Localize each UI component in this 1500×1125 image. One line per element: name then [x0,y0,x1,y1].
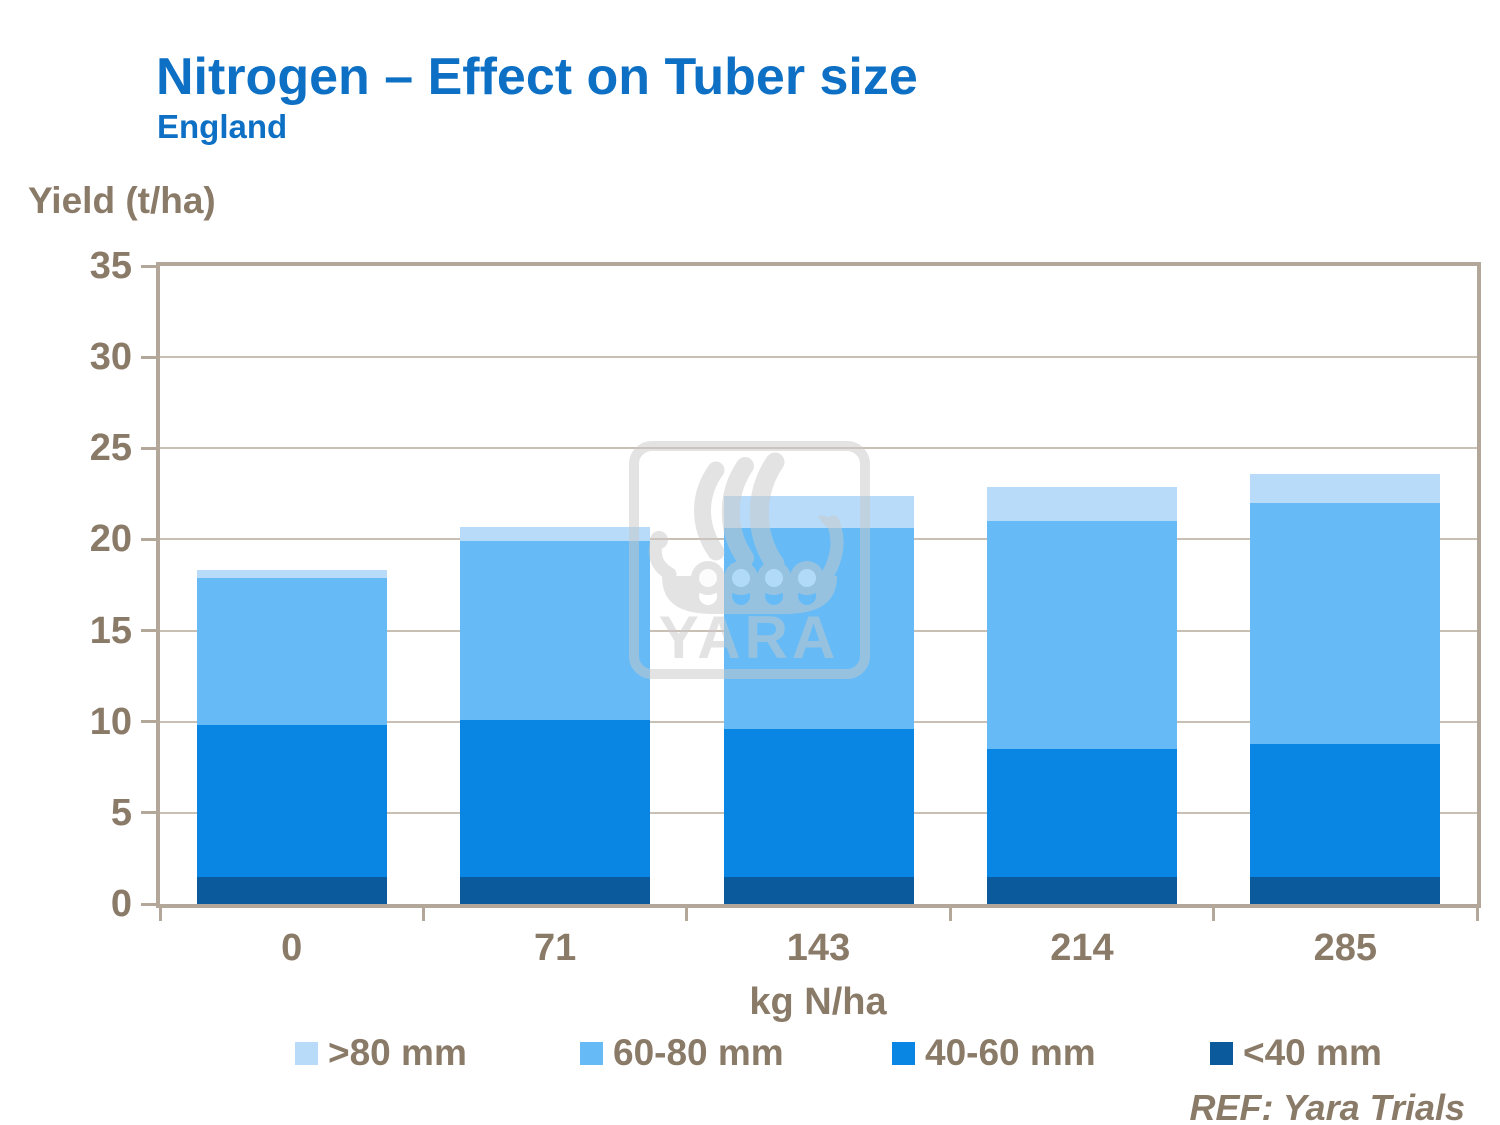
x-tick-label: 143 [786,927,851,969]
y-axis-tick [141,446,157,450]
bar-segment [196,577,387,726]
legend-label-gt80: >80 mm [328,1032,467,1073]
x-tick-label: 285 [1313,927,1377,969]
legend-swatch-40-60 [892,1041,915,1065]
page-subtitle: England [157,108,288,145]
bar-segment [460,526,651,542]
x-axis-tick [948,908,952,921]
bar-segment [986,486,1177,522]
bar-segment [1250,473,1441,503]
y-axis-tick [141,720,157,724]
bar-segment [986,749,1177,877]
legend-swatch-lt40 [1210,1041,1233,1065]
legend-item-lt40: <40 mm [1210,1032,1382,1073]
bar-segment [1250,502,1441,744]
bar-segment [460,876,651,904]
legend-label-40-60: 40-60 mm [925,1032,1096,1073]
y-axis-tick [141,355,157,359]
y-tick-label: 25 [89,427,132,470]
y-axis-tick [141,902,157,906]
y-tick-label: 10 [89,700,132,743]
x-axis-tick [158,908,162,921]
y-tick-label: 15 [89,609,132,652]
x-axis-title: kg N/ha [749,981,887,1023]
y-axis-tick [141,264,157,268]
y-axis-tick [141,629,157,633]
yara-watermark: YARA [629,441,870,679]
bar-segment [196,876,387,904]
bar-segment [986,876,1177,904]
bar-segment [460,719,651,877]
y-tick-label: 20 [89,518,132,561]
gridline [160,356,1477,359]
bar-segment [196,725,387,877]
x-tick-label: 214 [1050,927,1114,969]
bar-segment [723,528,914,729]
viking-ship-icon: YARA [629,441,870,679]
legend-swatch-60-80 [580,1041,603,1065]
reference-text: REF: Yara Trials [1189,1087,1465,1125]
legend-item-40-60: 40-60 mm [892,1032,1096,1073]
yara-watermark-text: YARA [659,604,840,671]
bar-segment [196,570,387,578]
x-axis-tick [1475,908,1479,921]
y-tick-label: 30 [89,336,132,379]
x-axis-tick [1212,908,1216,921]
y-tick-label: 35 [89,245,132,287]
plot-border [156,262,1481,908]
y-axis-title: Yield (t/ha) [28,180,216,221]
bar-segment [723,876,914,904]
page-title: Nitrogen – Effect on Tuber size [156,48,918,106]
bar-segment [723,729,914,877]
x-tick-label: 0 [281,927,303,969]
bar-segment [986,521,1177,750]
legend-item-60-80: 60-80 mm [580,1032,784,1073]
x-axis-tick [421,908,425,921]
x-tick-label: 71 [533,927,577,969]
y-axis-tick [141,811,157,815]
legend-label-60-80: 60-80 mm [613,1032,784,1073]
legend-item-gt80: >80 mm [295,1032,467,1073]
y-tick-label: 5 [110,791,132,834]
legend-swatch-gt80 [295,1041,318,1065]
bar-segment [460,541,651,720]
y-axis-tick [141,537,157,541]
bar-segment [1250,743,1441,877]
legend-label-lt40: <40 mm [1243,1032,1382,1073]
x-axis-tick [685,908,689,921]
y-tick-label: 0 [110,883,132,925]
bar-segment [1250,876,1441,904]
